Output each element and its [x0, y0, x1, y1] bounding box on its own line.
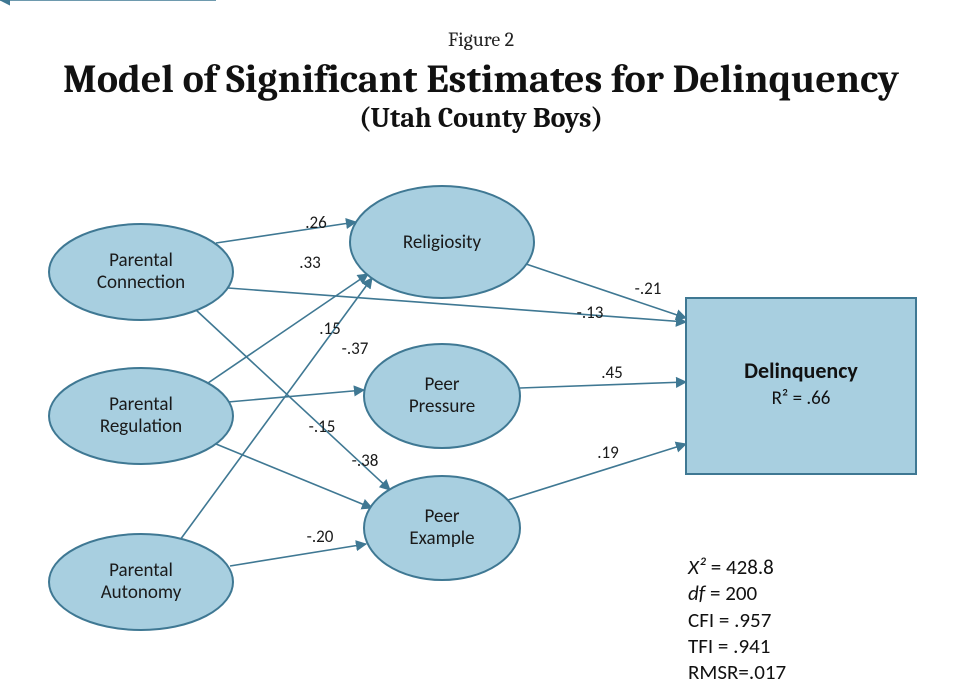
- node-label-peer_example-2: Example: [409, 527, 474, 550]
- fit-cfi-label: CFI: [688, 607, 714, 633]
- edge-pr-pe: [216, 444, 372, 508]
- node-label-parental_autonomy-1: Parental: [109, 559, 173, 582]
- node-delinquency: [686, 298, 916, 474]
- fit-chi2-value: 428.8: [726, 554, 774, 580]
- coef-pa-rel: .15: [319, 318, 341, 339]
- fit-tfi-value: .941: [733, 633, 770, 659]
- edge-pr-pp: [228, 390, 364, 402]
- fit-chi2-label: X²: [688, 554, 706, 580]
- coef-pc-pe: -.15: [309, 416, 336, 437]
- node-label-delinquency: Delinquency: [744, 357, 858, 384]
- coef-pr-pp: -.37: [342, 338, 369, 359]
- coef-pc-rel: .26: [305, 212, 327, 233]
- coef-pr-rel: .33: [299, 252, 321, 273]
- node-label-parental_autonomy-2: Autonomy: [101, 581, 182, 604]
- coef-pe-del: .19: [597, 442, 619, 463]
- edge-rel-del: [526, 264, 686, 318]
- fit-cfi-value: .957: [734, 607, 771, 633]
- node-r2-delinquency: R² = .66: [772, 387, 831, 410]
- edge-pa-pe: [230, 544, 366, 566]
- fit-rmsr-label: RMSR: [688, 659, 738, 685]
- node-label-peer_pressure-1: Peer: [425, 373, 460, 396]
- coef-pp-del: .45: [601, 362, 623, 383]
- coef-rel-del: -.21: [635, 278, 662, 299]
- node-label-religiosity: Religiosity: [403, 231, 482, 254]
- node-label-parental_connection-2: Connection: [97, 271, 185, 294]
- fit-tfi-label: TFI: [688, 633, 713, 659]
- fit-rmsr-value: .017: [749, 659, 786, 685]
- fit-df-value: 200: [725, 580, 757, 606]
- edge-pc-rel: [216, 222, 356, 243]
- fit-df-label: df: [688, 580, 705, 606]
- node-label-parental_regulation-2: Regulation: [100, 415, 182, 438]
- fit-statistics: X² = 428.8 df = 200 CFI = .957 TFI = .94…: [688, 554, 786, 685]
- coef-pa-pe: -.20: [307, 526, 334, 547]
- coef-pc-del: -.13: [577, 302, 604, 323]
- node-label-parental_connection-1: Parental: [109, 249, 173, 272]
- node-label-peer_example-1: Peer: [425, 505, 460, 528]
- node-label-peer_pressure-2: Pressure: [409, 395, 475, 418]
- node-label-parental_regulation-1: Parental: [109, 393, 173, 416]
- edge-pr-rel: [208, 274, 368, 383]
- path-diagram: .26-.13-.15.33-.37-.38.15-.20-.21.45.19 …: [0, 0, 962, 688]
- coef-pr-pe: -.38: [352, 450, 379, 471]
